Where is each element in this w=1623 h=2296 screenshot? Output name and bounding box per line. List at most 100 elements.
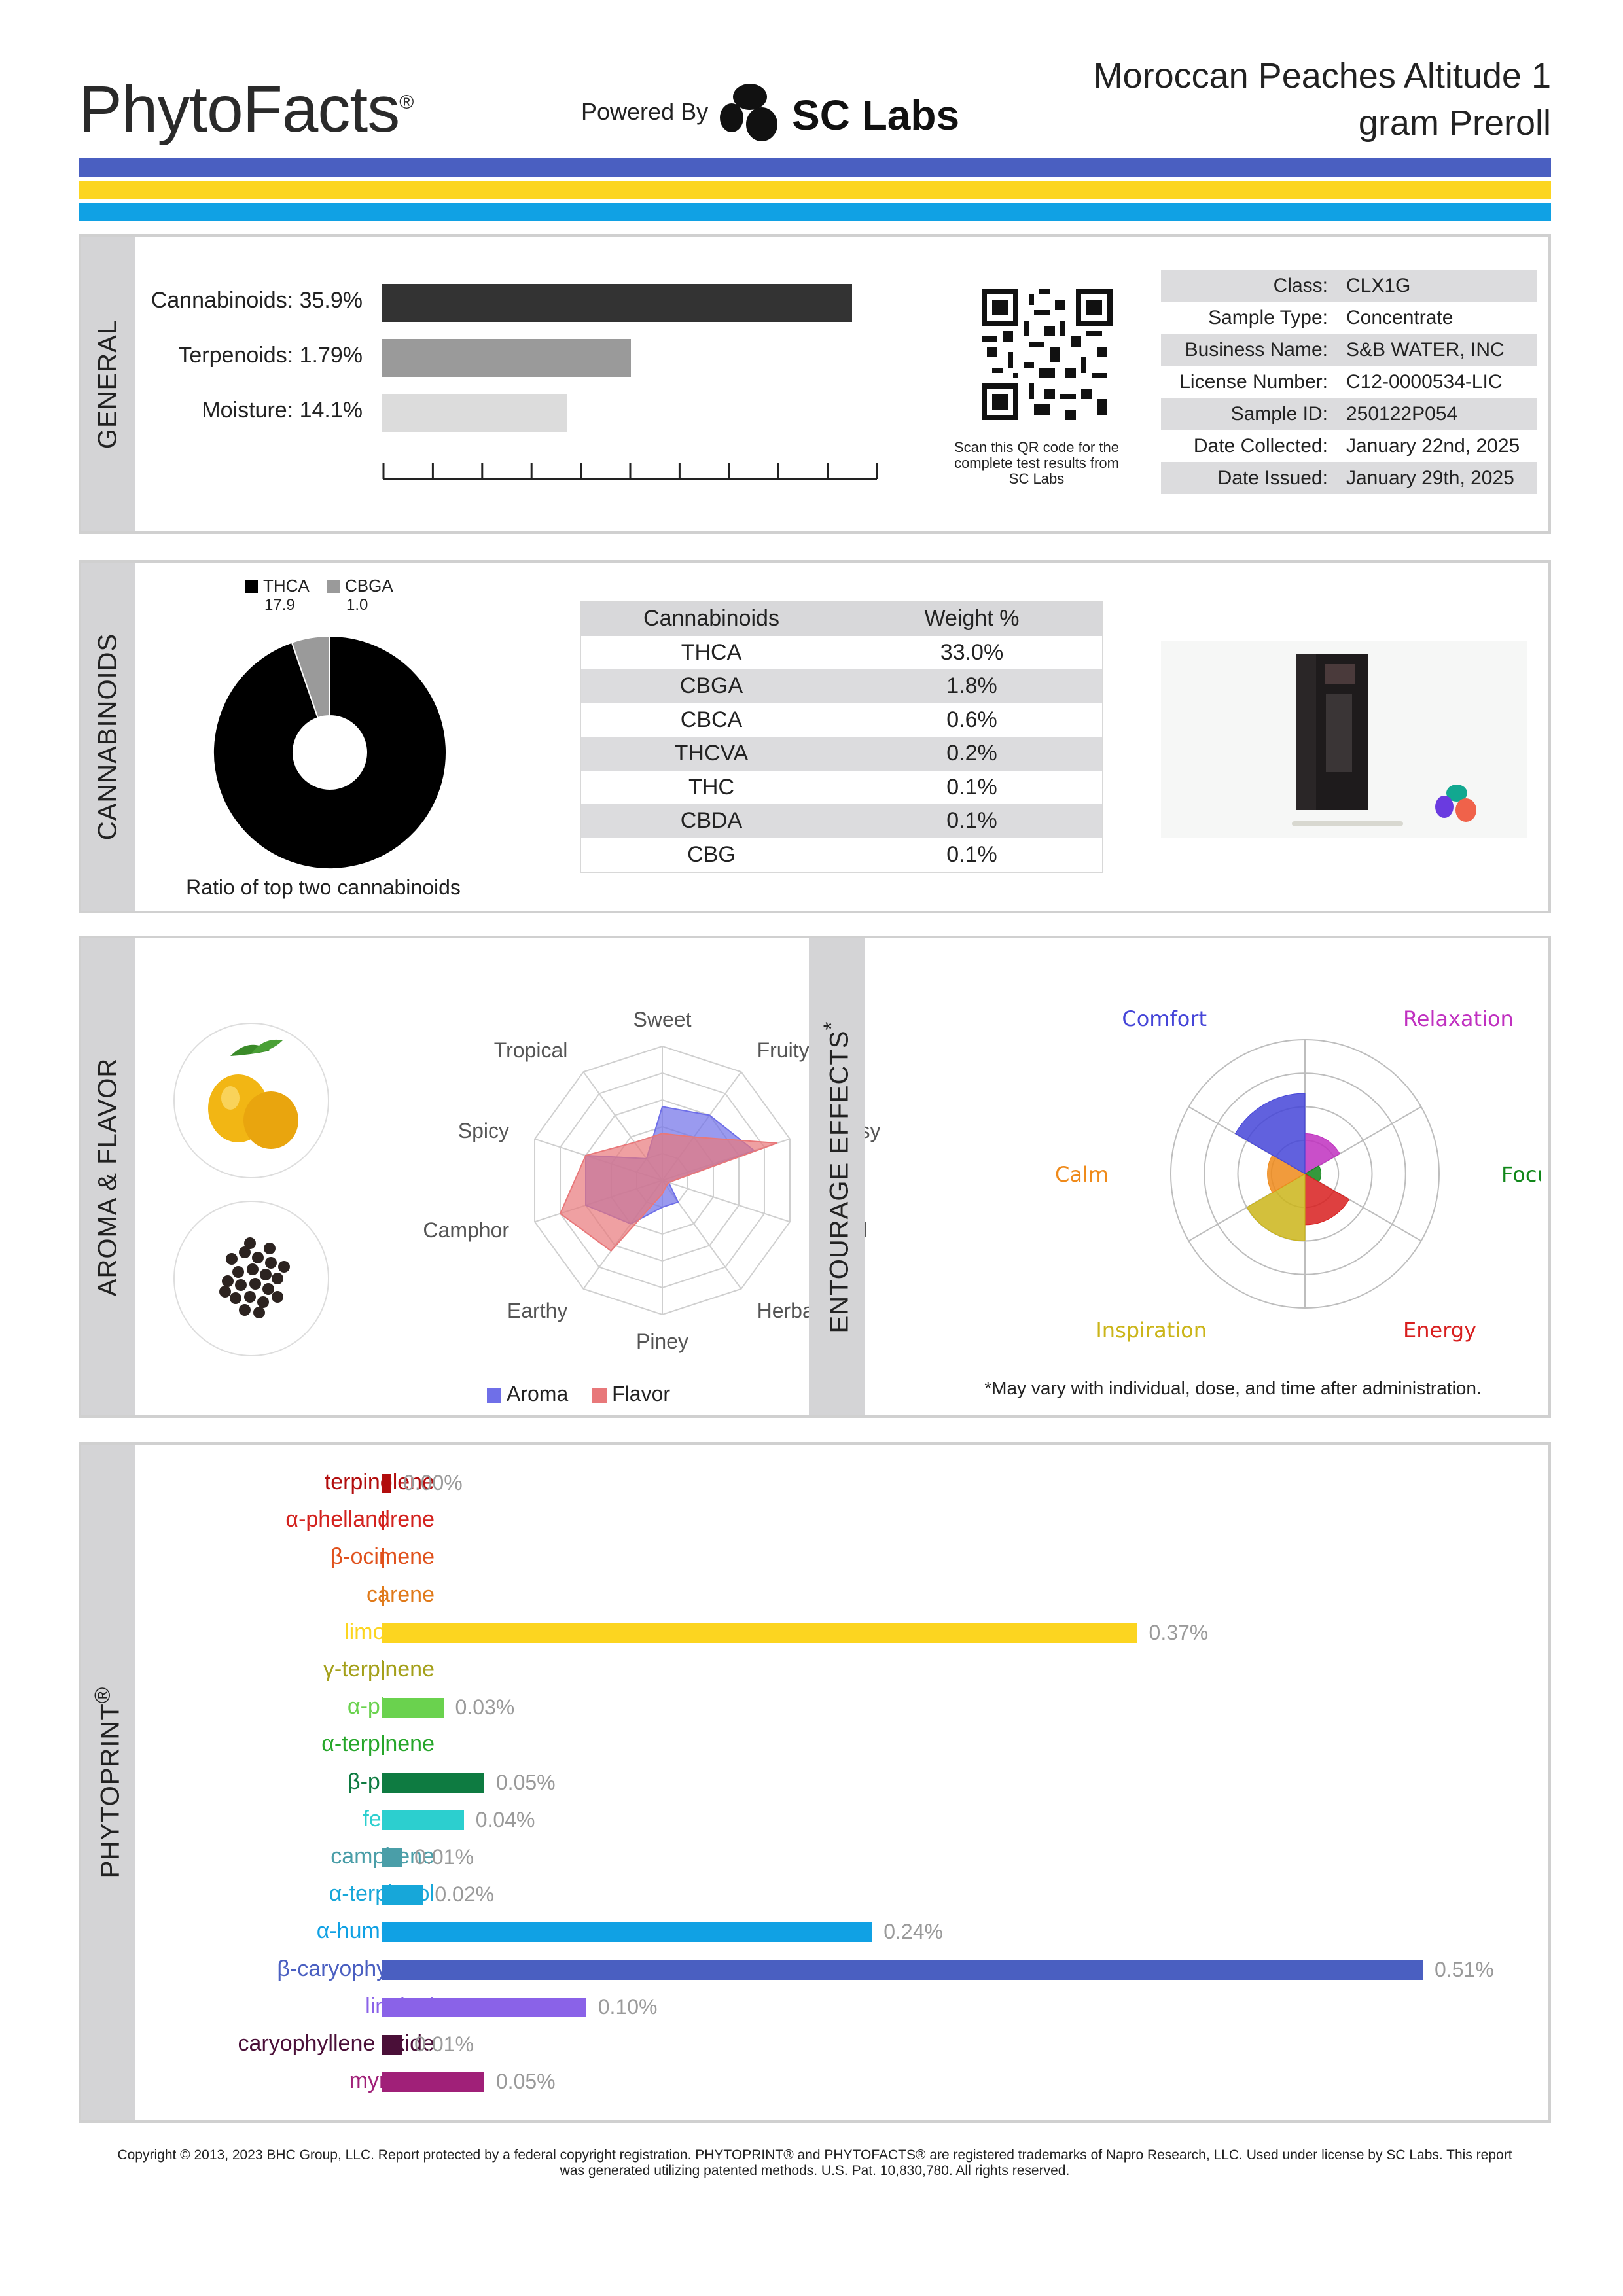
cannabinoid-name: THC bbox=[688, 774, 734, 800]
cannabinoid-weight: 0.6% bbox=[946, 707, 997, 732]
terpene-bar bbox=[382, 1548, 384, 1568]
flavor-series bbox=[559, 1133, 777, 1252]
cannabinoid-table-header: Cannabinoids Weight % bbox=[581, 602, 1102, 636]
terpene-bar bbox=[382, 1922, 872, 1943]
general-axis bbox=[382, 463, 878, 480]
terpene-bar bbox=[382, 1698, 444, 1718]
terpene-name: γ-terpinene bbox=[323, 1657, 435, 1682]
flavor-swatch bbox=[592, 1388, 607, 1403]
lemon-icon bbox=[173, 1023, 329, 1178]
info-value: Concentrate bbox=[1346, 306, 1454, 328]
terpene-bar bbox=[382, 1810, 464, 1830]
flavor-legend-label: Flavor bbox=[612, 1382, 671, 1405]
qr-code-icon[interactable] bbox=[982, 289, 1113, 420]
effect-label: Comfort bbox=[1122, 1006, 1207, 1031]
info-row: Business Name: S&B WATER, INC bbox=[1161, 334, 1537, 366]
cannabinoid-weight: 0.1% bbox=[946, 808, 997, 834]
general-bar bbox=[382, 394, 567, 432]
terpene-bar bbox=[382, 1997, 586, 2017]
terpene-bar bbox=[382, 1960, 1423, 1980]
info-row: Date Issued: January 29th, 2025 bbox=[1161, 462, 1537, 494]
product-title-line1: Moroccan Peaches Altitude 1 bbox=[1093, 56, 1551, 96]
radar-axis-label: Spicy bbox=[458, 1119, 509, 1142]
info-key: Business Name: bbox=[1185, 338, 1328, 361]
legend-name: THCA bbox=[263, 576, 310, 595]
info-row: License Number: C12-0000534-LIC bbox=[1161, 366, 1537, 398]
entourage-polar-chart: Relaxation Focus Energy Inspiration Calm Comf… bbox=[1055, 1006, 1541, 1343]
radar-axis-label: Piney bbox=[636, 1330, 688, 1353]
col-cannabinoids: Cannabinoids bbox=[643, 606, 779, 631]
aroma-radar-chart: SweetFruityCitrusyFloralHerbalPineyEarth… bbox=[423, 1008, 880, 1353]
general-tab-label: GENERAL bbox=[93, 319, 122, 450]
cannabinoid-row: CBG 0.1% bbox=[581, 838, 1102, 872]
info-value: January 29th, 2025 bbox=[1346, 467, 1514, 489]
terpene-bar bbox=[382, 1661, 384, 1680]
effect-wedge-inspiration bbox=[1246, 1173, 1306, 1242]
svg-text:SC Labs: SC Labs bbox=[792, 92, 959, 139]
brand-name: PhytoFacts bbox=[79, 73, 400, 146]
phytoprint-tab: PHYTOPRINT® bbox=[81, 1445, 135, 2120]
footer-line2: was generated utilizing patented methods… bbox=[560, 2163, 1070, 2178]
cannabinoid-row: CBDA 0.1% bbox=[581, 804, 1102, 838]
footer: Copyright © 2013, 2023 BHC Group, LLC. R… bbox=[79, 2147, 1551, 2179]
terpene-bar bbox=[382, 1474, 391, 1493]
aroma-tab: AROMA & FLAVOR bbox=[81, 938, 135, 1415]
peppercorn-icon bbox=[173, 1201, 329, 1356]
cannabinoid-weight: 33.0% bbox=[940, 639, 1004, 665]
general-bar bbox=[382, 339, 631, 377]
donut-slice-cbga bbox=[291, 635, 331, 719]
donut-slice-thca bbox=[213, 635, 447, 870]
info-row: Sample Type: Concentrate bbox=[1161, 302, 1537, 334]
info-row: Class: CLX1G bbox=[1161, 270, 1537, 302]
cannabinoid-weight: 0.1% bbox=[946, 774, 997, 800]
terpene-name: α-phellandrene bbox=[285, 1507, 435, 1532]
terpene-value: 0.00% bbox=[403, 1471, 463, 1494]
general-metric-value: 14.1% bbox=[299, 398, 363, 423]
effect-label: Focus bbox=[1501, 1162, 1541, 1187]
legend-name: CBGA bbox=[345, 576, 393, 595]
terpene-value: 0.51% bbox=[1435, 1957, 1494, 1981]
cannabinoid-legend-item: THCA 17.9 bbox=[245, 576, 323, 614]
terpene-bar bbox=[382, 1773, 484, 1793]
terpene-value: 0.05% bbox=[495, 2070, 556, 2094]
entourage-tab-mark: * bbox=[819, 1021, 844, 1030]
terpene-bar bbox=[382, 1885, 423, 1905]
general-row-label: Terpenoids: 1.79% bbox=[101, 343, 363, 368]
aroma-legend-label: Aroma bbox=[507, 1382, 569, 1405]
effect-wedge-comfort bbox=[1234, 1093, 1306, 1174]
terpene-value: 0.10% bbox=[597, 1994, 658, 2019]
cannabinoid-row: THCA 33.0% bbox=[581, 636, 1102, 670]
info-row: Date Collected: January 22nd, 2025 bbox=[1161, 430, 1537, 462]
terpene-value: 0.24% bbox=[883, 1920, 943, 1944]
effect-wedge-energy bbox=[1304, 1173, 1350, 1226]
radar-axis-label: Herbal bbox=[757, 1299, 819, 1322]
cannabinoid-legend-item: CBGA 1.0 bbox=[327, 576, 405, 614]
radar-axis-label: Camphor bbox=[423, 1218, 509, 1242]
cannabinoid-weight: 0.1% bbox=[946, 841, 997, 867]
info-value: C12-0000534-LIC bbox=[1346, 370, 1503, 393]
effect-wedge-calm bbox=[1267, 1154, 1306, 1193]
general-metric-value: 35.9% bbox=[299, 288, 363, 313]
radar-axis-label: Fruity bbox=[757, 1038, 810, 1062]
general-row-label: Moisture: 14.1% bbox=[101, 398, 363, 423]
terpene-bar bbox=[382, 1511, 384, 1531]
general-row-label: Cannabinoids: 35.9% bbox=[101, 288, 363, 313]
terpene-bar bbox=[382, 1735, 384, 1756]
general-metric-name: Moisture: bbox=[202, 398, 300, 423]
info-value: January 22nd, 2025 bbox=[1346, 434, 1520, 457]
aroma-tab-label: AROMA & FLAVOR bbox=[93, 1057, 122, 1296]
info-value: 250122P054 bbox=[1346, 402, 1458, 425]
terpene-value: 0.01% bbox=[414, 1845, 474, 1869]
effect-label: Relaxation bbox=[1403, 1006, 1514, 1031]
cannabinoid-weight: 1.8% bbox=[946, 673, 997, 699]
entourage-tab-label: ENTOURAGE EFFECTS* bbox=[819, 1021, 854, 1333]
legend-value: 1.0 bbox=[346, 596, 368, 614]
terpene-bar bbox=[382, 1848, 402, 1867]
cannabinoid-row: CBGA 1.8% bbox=[581, 669, 1102, 703]
radar-axis-label: Earthy bbox=[507, 1299, 567, 1322]
info-value: CLX1G bbox=[1346, 274, 1411, 296]
brand-logo: PhytoFacts® bbox=[79, 72, 414, 147]
legend-swatch bbox=[245, 580, 258, 594]
terpene-value: 0.01% bbox=[414, 2032, 474, 2056]
aroma-swatch bbox=[487, 1388, 501, 1403]
